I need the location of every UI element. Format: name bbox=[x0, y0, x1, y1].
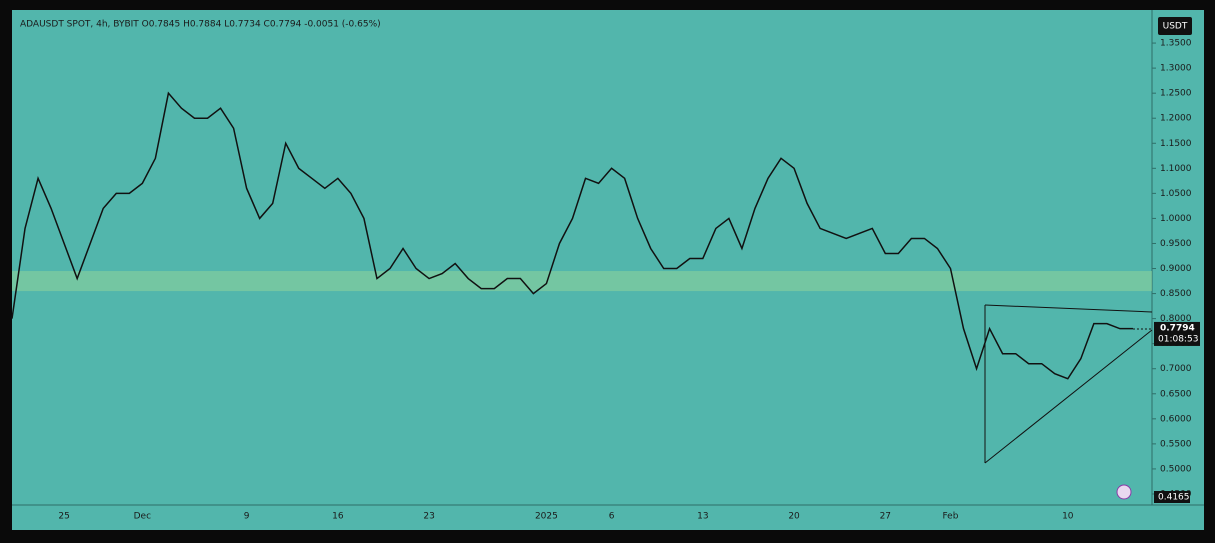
y-tick-label: 0.6000 bbox=[1160, 414, 1192, 424]
y-tick-label: 0.6500 bbox=[1160, 389, 1192, 399]
x-tick-label: 23 bbox=[423, 512, 434, 522]
triangle-lower-line bbox=[984, 329, 1153, 464]
chart-background bbox=[12, 10, 1204, 530]
currency-box bbox=[1158, 17, 1192, 35]
low-marker-box bbox=[1154, 491, 1190, 503]
triangle-upper-line bbox=[984, 304, 1153, 313]
y-tick-label: 1.0500 bbox=[1160, 189, 1192, 199]
y-tick-label: 1.1000 bbox=[1160, 164, 1192, 174]
x-tick-label: 13 bbox=[697, 512, 708, 522]
low-marker: 0.4165 bbox=[1158, 493, 1190, 503]
x-tick-label: 6 bbox=[609, 512, 615, 522]
last-price: 0.7794 bbox=[1160, 323, 1195, 333]
countdown: 01:08:53 bbox=[1158, 334, 1198, 344]
x-tick-label: 10 bbox=[1062, 512, 1074, 522]
x-tick-label: 16 bbox=[332, 512, 344, 522]
y-tick-label: 1.2000 bbox=[1160, 114, 1192, 124]
price-line bbox=[11, 91, 1133, 380]
y-tick-label: 1.3000 bbox=[1160, 64, 1192, 74]
x-tick-label: 25 bbox=[58, 512, 69, 522]
x-tick-label: 9 bbox=[244, 512, 250, 522]
x-tick-label: Feb bbox=[943, 512, 959, 522]
y-tick-label: 0.8500 bbox=[1160, 289, 1192, 299]
x-tick-label: 20 bbox=[788, 512, 800, 522]
y-tick-label: 1.2500 bbox=[1160, 89, 1192, 99]
x-tick-label: 2025 bbox=[535, 512, 558, 522]
x-tick-label: Dec bbox=[134, 512, 151, 522]
currency: USDT bbox=[1163, 22, 1188, 32]
y-tick-label: 1.0000 bbox=[1160, 214, 1192, 224]
y-tick-label: 0.7000 bbox=[1160, 364, 1192, 374]
y-tick-label: 1.1500 bbox=[1160, 139, 1192, 149]
logo-icon[interactable] bbox=[1116, 484, 1132, 500]
y-tick-label: 0.5000 bbox=[1160, 464, 1192, 474]
support-zone bbox=[12, 271, 1152, 292]
y-tick-label: 0.5500 bbox=[1160, 439, 1192, 449]
chart-title: ADAUSDT SPOT, 4h, BYBIT O0.7845 H0.7884 … bbox=[20, 20, 381, 30]
y-tick-label: 0.9000 bbox=[1160, 264, 1192, 274]
last-price-box bbox=[1154, 321, 1200, 346]
y-tick-label: 1.3500 bbox=[1160, 39, 1192, 49]
x-tick-label: 27 bbox=[880, 512, 891, 522]
y-tick-label: 0.9500 bbox=[1160, 239, 1192, 249]
y-tick-label: 0.8000 bbox=[1160, 314, 1192, 324]
